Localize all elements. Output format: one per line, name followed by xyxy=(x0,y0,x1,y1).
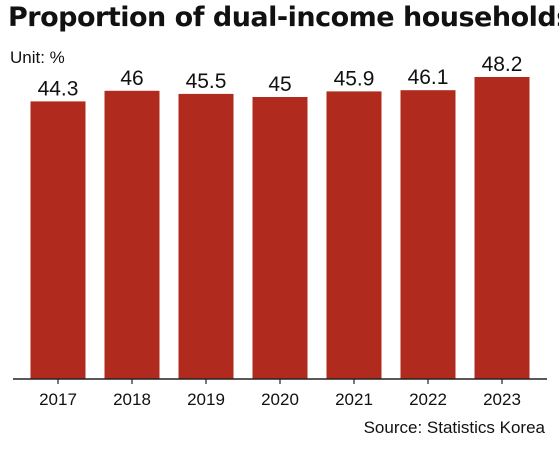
x-tick-labels-group: 2017 2018 2019 2020 2021 2022 2023 xyxy=(39,390,521,409)
bar-2019 xyxy=(178,93,234,380)
value-label-2019: 45.5 xyxy=(186,70,227,93)
value-label-2022: 46.1 xyxy=(408,66,449,89)
bar-2017 xyxy=(30,101,86,380)
value-label-2017: 44.3 xyxy=(38,77,79,100)
bars-group xyxy=(30,77,530,380)
x-tick-label-2021: 2021 xyxy=(335,390,373,409)
bar-2020 xyxy=(252,97,308,379)
value-labels-group: 44.3 46 45.5 45 45.9 46.1 48.2 xyxy=(38,53,523,100)
x-ticks-group xyxy=(57,379,503,384)
value-label-2021: 45.9 xyxy=(334,67,375,90)
x-tick-label-2022: 2022 xyxy=(409,390,447,409)
x-tick-label-2023: 2023 xyxy=(483,390,521,409)
x-tick-label-2020: 2020 xyxy=(261,390,299,409)
x-tick-label-2018: 2018 xyxy=(113,390,151,409)
bar-2021 xyxy=(326,91,382,380)
value-label-2018: 46 xyxy=(120,67,143,90)
value-label-2023: 48.2 xyxy=(482,53,523,76)
chart-title: Proportion of dual-income households xyxy=(8,2,559,33)
x-tick-label-2019: 2019 xyxy=(187,390,225,409)
value-label-2020: 45 xyxy=(268,73,291,96)
unit-label: Unit: % xyxy=(10,48,65,67)
bar-2023 xyxy=(474,77,530,379)
source-label: Source: Statistics Korea xyxy=(363,418,545,437)
bar-2018 xyxy=(104,90,160,380)
bar-2022 xyxy=(400,90,456,379)
x-tick-label-2017: 2017 xyxy=(39,390,77,409)
